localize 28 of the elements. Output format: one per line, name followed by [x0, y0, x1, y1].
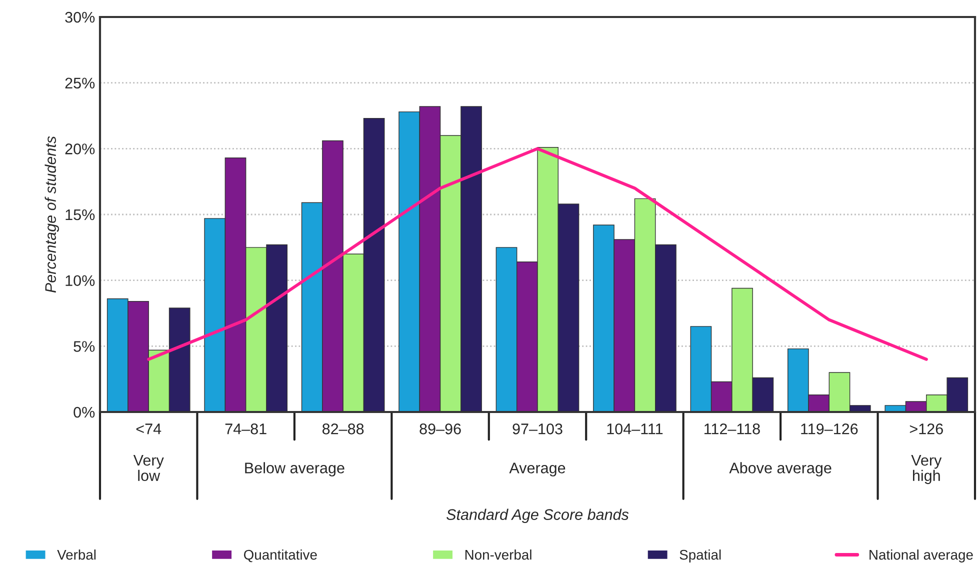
legend-label: Non-verbal: [465, 549, 532, 560]
x-tick-label: 89–96: [420, 424, 461, 434]
y-tick-label: 20%: [65, 144, 95, 154]
y-tick-label: 30%: [65, 12, 95, 23]
y-tick-label: 0%: [74, 406, 95, 418]
x-tick-label: 104–111: [607, 424, 663, 434]
x-tick-label: 97–103: [512, 424, 562, 434]
legend-label: Spatial: [680, 549, 721, 562]
legend-label: National average: [870, 549, 973, 562]
x-tick-label: 119–126: [801, 424, 858, 434]
x-tick-label: 74–81: [225, 424, 266, 434]
text: Very low: [133, 455, 164, 482]
text: Average: [509, 462, 566, 476]
text: Above average: [729, 462, 832, 476]
y-axis-title: Percentage of students: [44, 136, 60, 293]
text: Below average: [245, 462, 344, 476]
y-tick-label: 10%: [66, 275, 95, 286]
y-tick-label: 5%: [74, 341, 95, 352]
x-tick-label: 82–88: [322, 424, 364, 434]
y-tick-label: 15%: [66, 209, 95, 220]
text: Very high: [911, 455, 942, 484]
x-tick-label: <74: [136, 424, 162, 434]
legend-label: Quantitative: [244, 549, 317, 562]
x-tick-label: 112–118: [704, 424, 760, 434]
legend-label: Verbal: [57, 549, 96, 560]
x-tick-label: >126: [910, 424, 943, 434]
y-tick-label: 25%: [65, 78, 95, 89]
x-axis-title: Standard Age Score bands: [446, 508, 629, 524]
